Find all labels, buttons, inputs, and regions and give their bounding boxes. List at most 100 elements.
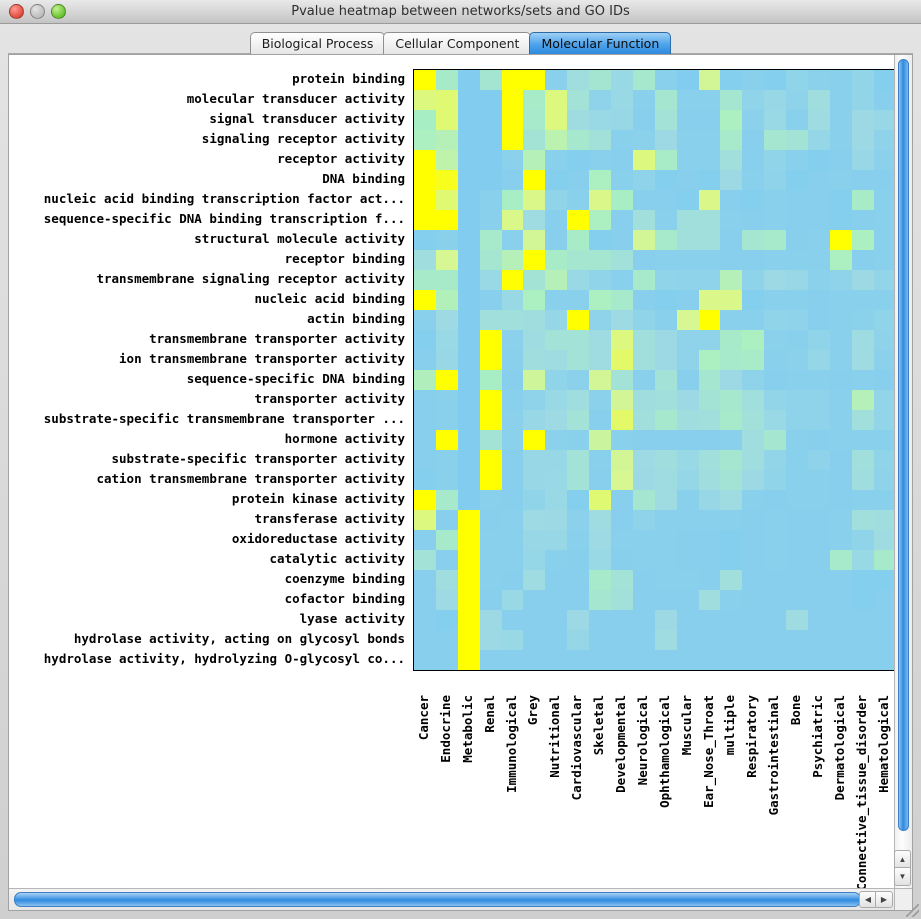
heatmap-cell[interactable]	[589, 210, 612, 230]
heatmap-cell[interactable]	[654, 450, 677, 470]
minimize-icon[interactable]	[30, 4, 45, 19]
resize-grip-icon[interactable]	[906, 904, 919, 917]
heatmap-cell[interactable]	[851, 590, 874, 610]
heatmap-cell[interactable]	[764, 590, 787, 610]
heatmap-cell[interactable]	[523, 590, 546, 610]
heatmap-cell[interactable]	[545, 190, 568, 210]
heatmap-cell[interactable]	[720, 390, 743, 410]
heatmap-cell[interactable]	[567, 370, 590, 390]
heatmap-cell[interactable]	[414, 190, 436, 210]
heatmap-cell[interactable]	[414, 510, 436, 530]
heatmap-cell[interactable]	[786, 550, 809, 570]
heatmap-cell[interactable]	[742, 190, 765, 210]
heatmap-cell[interactable]	[523, 330, 546, 350]
heatmap-cell[interactable]	[698, 650, 721, 670]
heatmap-cell[interactable]	[873, 310, 895, 330]
heatmap-cell[interactable]	[676, 250, 699, 270]
scroll-right-icon[interactable]: ▶	[875, 891, 893, 908]
heatmap-cell[interactable]	[523, 170, 546, 190]
heatmap-cell[interactable]	[786, 250, 809, 270]
heatmap-cell[interactable]	[457, 430, 480, 450]
heatmap-cell[interactable]	[808, 550, 830, 570]
heatmap-cell[interactable]	[676, 410, 699, 430]
heatmap-cell[interactable]	[414, 210, 436, 230]
heatmap-cell[interactable]	[457, 490, 480, 510]
heatmap-cell[interactable]	[523, 290, 546, 310]
heatmap-cell[interactable]	[764, 150, 787, 170]
heatmap-cell[interactable]	[698, 230, 721, 250]
heatmap-cell[interactable]	[501, 330, 524, 350]
heatmap-cell[interactable]	[786, 510, 809, 530]
heatmap-cell[interactable]	[742, 650, 765, 670]
heatmap-grid[interactable]	[413, 69, 895, 671]
heatmap-cell[interactable]	[567, 330, 590, 350]
heatmap-cell[interactable]	[632, 150, 655, 170]
heatmap-cell[interactable]	[545, 330, 568, 350]
heatmap-cell[interactable]	[457, 150, 480, 170]
heatmap-cell[interactable]	[414, 430, 436, 450]
heatmap-cell[interactable]	[764, 70, 787, 90]
tab-cellular-component[interactable]: Cellular Component	[383, 32, 532, 54]
heatmap-cell[interactable]	[698, 150, 721, 170]
heatmap-cell[interactable]	[523, 610, 546, 630]
heatmap-cell[interactable]	[632, 550, 655, 570]
heatmap-cell[interactable]	[479, 350, 502, 370]
heatmap-cell[interactable]	[523, 270, 546, 290]
heatmap-cell[interactable]	[851, 550, 874, 570]
heatmap-cell[interactable]	[808, 210, 830, 230]
heatmap-cell[interactable]	[611, 330, 633, 350]
heatmap-cell[interactable]	[501, 370, 524, 390]
heatmap-cell[interactable]	[523, 490, 546, 510]
heatmap-cell[interactable]	[742, 290, 765, 310]
heatmap-cell[interactable]	[764, 530, 787, 550]
heatmap-cell[interactable]	[632, 290, 655, 310]
heatmap-cell[interactable]	[435, 270, 458, 290]
heatmap-cell[interactable]	[808, 150, 830, 170]
heatmap-cell[interactable]	[829, 330, 852, 350]
heatmap-cell[interactable]	[851, 610, 874, 630]
heatmap-cell[interactable]	[829, 510, 852, 530]
heatmap-cell[interactable]	[567, 590, 590, 610]
heatmap-cell[interactable]	[414, 150, 436, 170]
heatmap-cell[interactable]	[435, 550, 458, 570]
heatmap-cell[interactable]	[676, 370, 699, 390]
heatmap-cell[interactable]	[829, 590, 852, 610]
heatmap-cell[interactable]	[523, 510, 546, 530]
heatmap-cell[interactable]	[611, 390, 633, 410]
heatmap-cell[interactable]	[479, 410, 502, 430]
heatmap-cell[interactable]	[435, 450, 458, 470]
heatmap-cell[interactable]	[698, 210, 721, 230]
heatmap-cell[interactable]	[611, 110, 633, 130]
heatmap-cell[interactable]	[589, 350, 612, 370]
heatmap-cell[interactable]	[479, 190, 502, 210]
heatmap-cell[interactable]	[479, 250, 502, 270]
heatmap-cell[interactable]	[589, 130, 612, 150]
heatmap-cell[interactable]	[786, 170, 809, 190]
heatmap-cell[interactable]	[479, 290, 502, 310]
heatmap-cell[interactable]	[742, 550, 765, 570]
heatmap-cell[interactable]	[457, 270, 480, 290]
heatmap-cell[interactable]	[611, 350, 633, 370]
heatmap-cell[interactable]	[457, 230, 480, 250]
heatmap-cell[interactable]	[764, 270, 787, 290]
heatmap-cell[interactable]	[764, 110, 787, 130]
heatmap-cell[interactable]	[851, 510, 874, 530]
heatmap-cell[interactable]	[764, 290, 787, 310]
heatmap-cell[interactable]	[786, 150, 809, 170]
heatmap-cell[interactable]	[873, 290, 895, 310]
heatmap-cell[interactable]	[676, 610, 699, 630]
heatmap-cell[interactable]	[632, 230, 655, 250]
heatmap-cell[interactable]	[873, 630, 895, 650]
heatmap-cell[interactable]	[545, 490, 568, 510]
heatmap-cell[interactable]	[654, 350, 677, 370]
heatmap-cell[interactable]	[479, 550, 502, 570]
heatmap-cell[interactable]	[414, 270, 436, 290]
heatmap-cell[interactable]	[698, 170, 721, 190]
heatmap-cell[interactable]	[851, 290, 874, 310]
heatmap-cell[interactable]	[567, 210, 590, 230]
heatmap-cell[interactable]	[742, 430, 765, 450]
heatmap-cell[interactable]	[720, 350, 743, 370]
heatmap-cell[interactable]	[435, 530, 458, 550]
vertical-scrollbar-thumb[interactable]	[898, 59, 909, 831]
heatmap-cell[interactable]	[523, 190, 546, 210]
